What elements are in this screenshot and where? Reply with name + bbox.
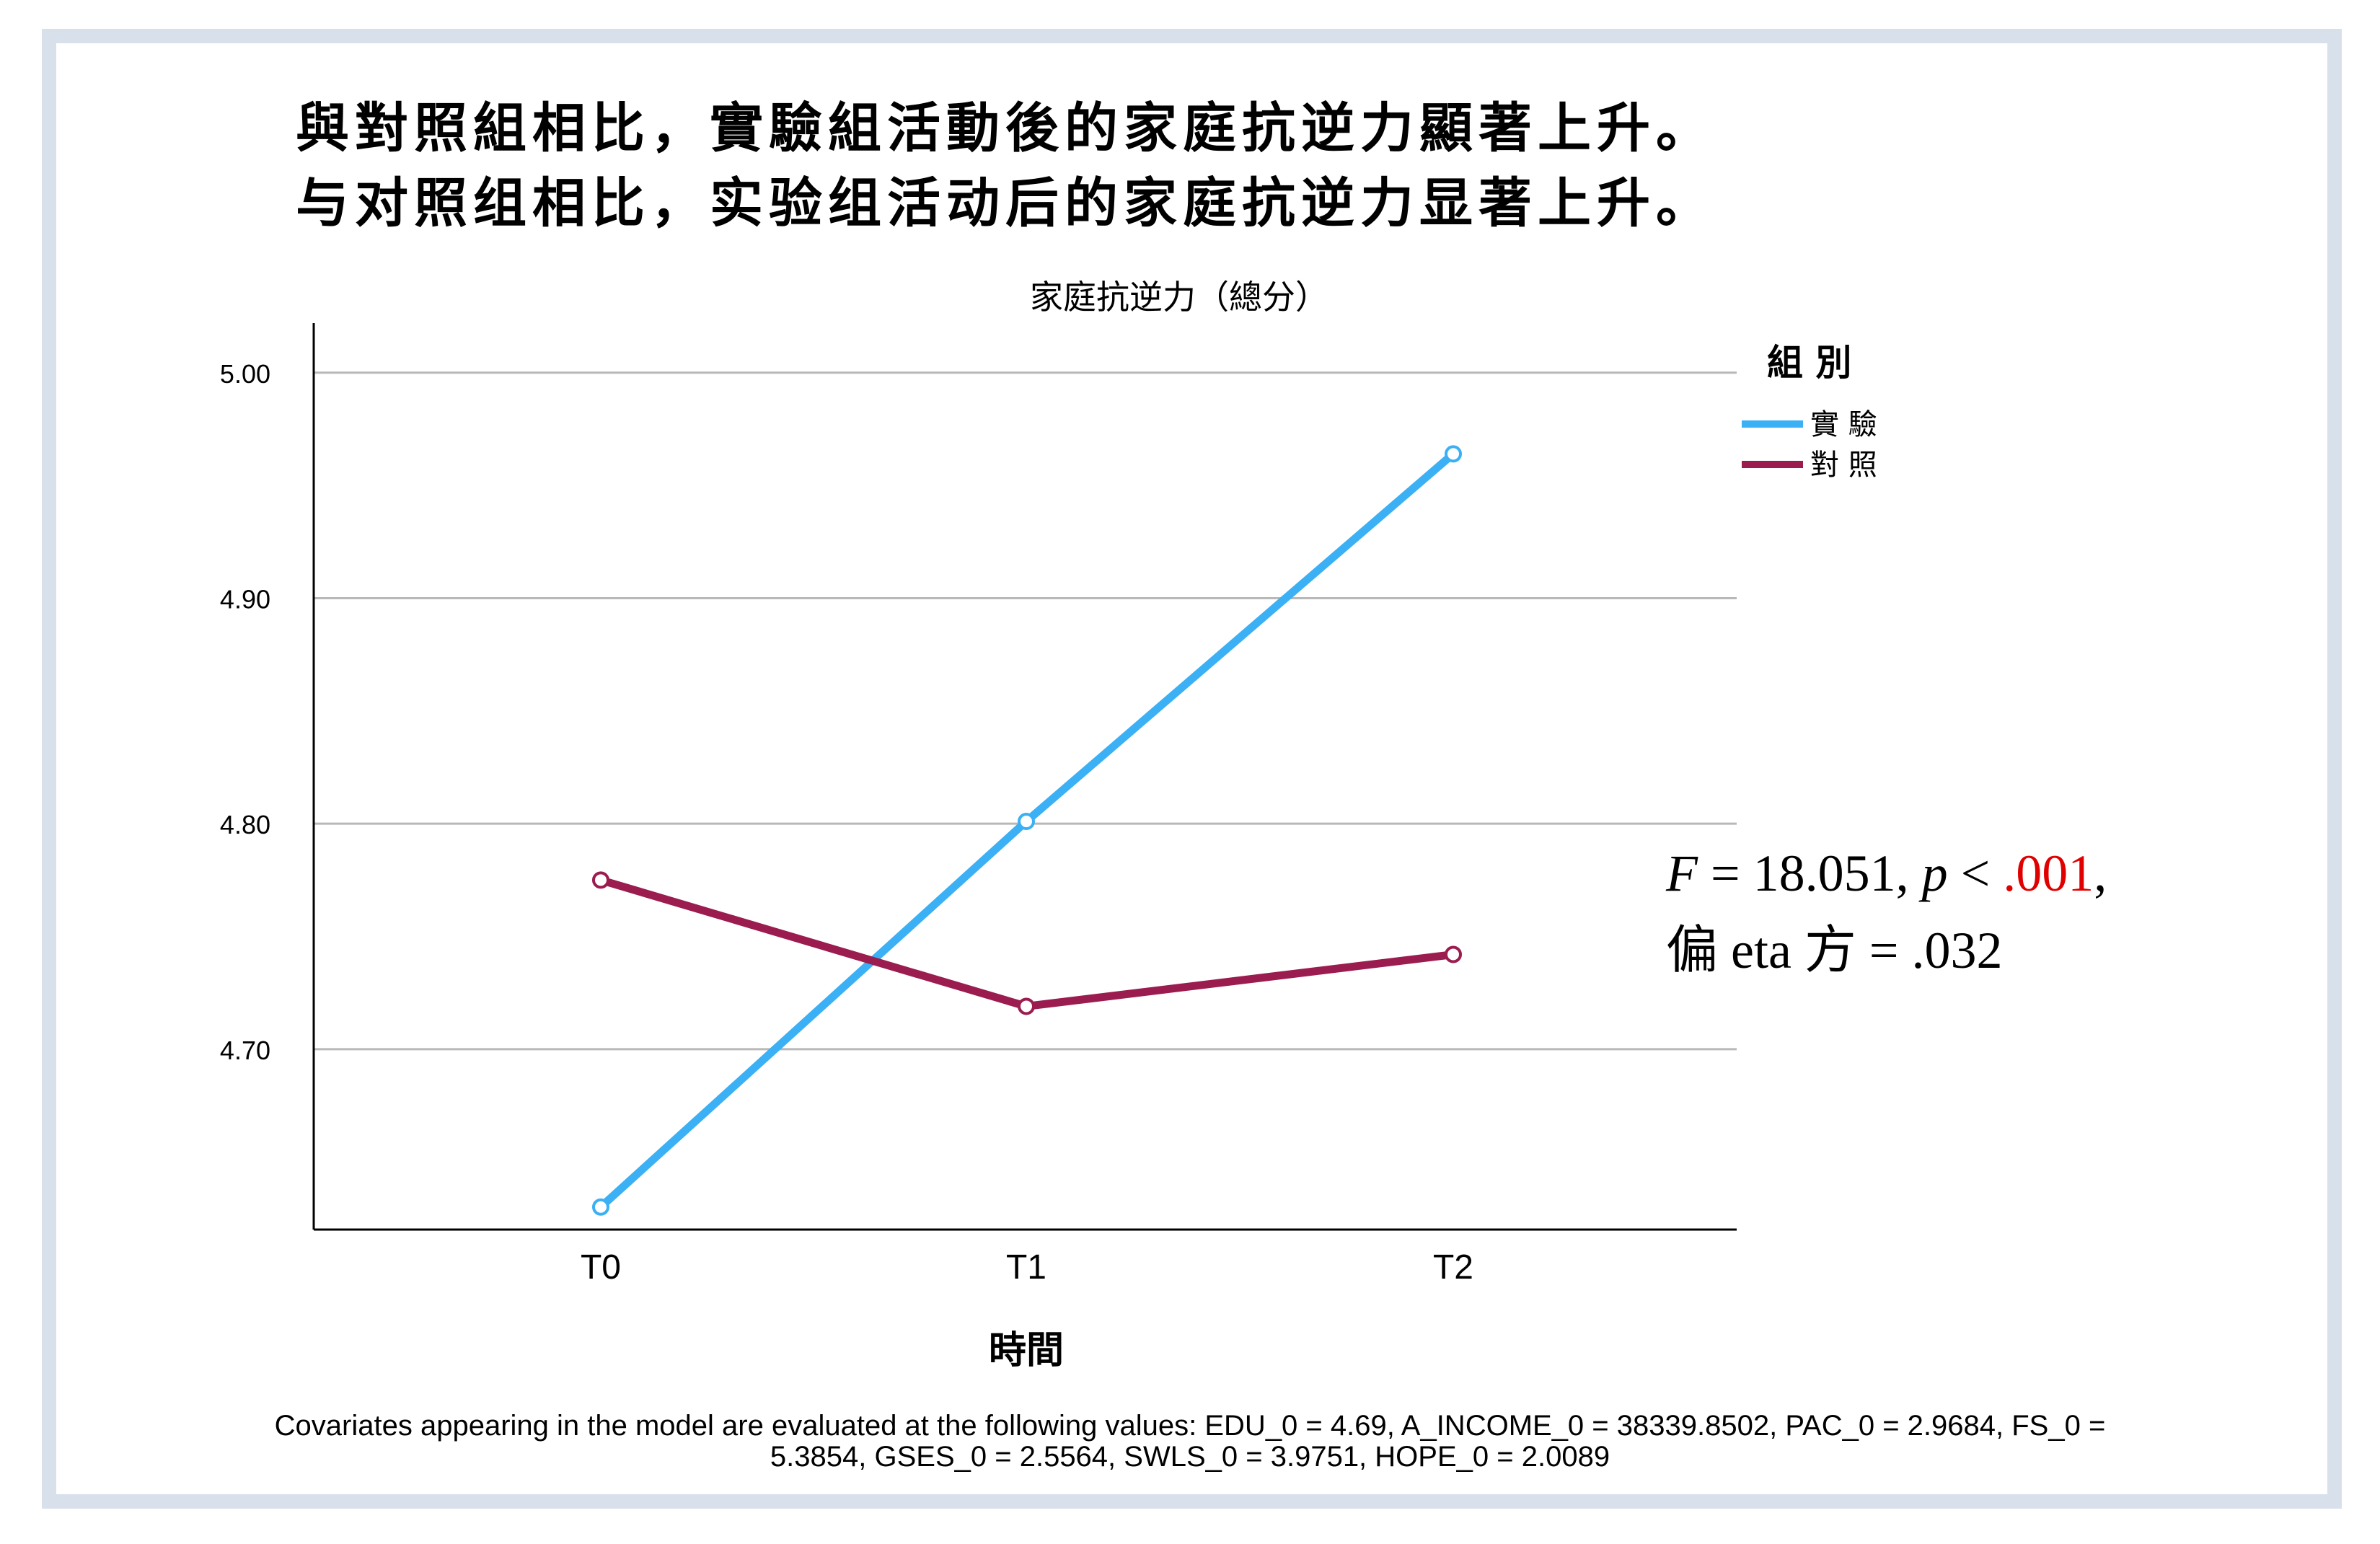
legend-label: 實 驗 (1810, 408, 1877, 441)
series-lines (592, 445, 1462, 1216)
stat-eta-line: 偏 eta 方 = .032 (1666, 922, 2003, 979)
legend-label: 對 照 (1810, 449, 1877, 482)
stat-f-label: F (1666, 844, 1698, 902)
data-point (1018, 813, 1035, 831)
chart-title: 家庭抗逆力（總分） (1030, 278, 1328, 317)
data-point (592, 1198, 609, 1216)
covariates-note-line2: 5.3854, GSES_0 = 2.5564, SWLS_0 = 3.9751… (770, 1441, 1610, 1473)
data-point (1445, 945, 1462, 963)
x-tick-label: T2 (1433, 1248, 1473, 1287)
legend-title: 組 別 (1767, 342, 1851, 384)
legend: 組 別 實 驗對 照 (1742, 342, 1877, 482)
stat-p-tail: , (2094, 844, 2107, 902)
y-tick-label: 4.90 (220, 584, 270, 614)
y-tick-label: 4.70 (220, 1036, 270, 1065)
stat-p-label: p (1921, 844, 1948, 902)
heading-traditional: 與對照組相比，實驗組活動後的家庭抗逆力顯著上升。 (296, 97, 1715, 159)
stat-p-value: .001 (2003, 844, 2094, 902)
stat-f-line: F = 18.051, p < .001, (1666, 844, 2107, 904)
series-line (596, 875, 1458, 1010)
grid-lines (314, 371, 1737, 1051)
y-tick-labels: 5.00 4.90 4.80 4.70 (220, 359, 270, 1065)
x-tick-labels: T0 T1 T2 (581, 1248, 1473, 1287)
data-point (1018, 997, 1035, 1015)
heading-simplified: 与对照组相比，实验组活动后的家庭抗逆力显著上升。 (296, 172, 1715, 234)
x-tick-label: T1 (1006, 1248, 1046, 1287)
stat-p-op: < (1947, 844, 2004, 902)
axes (312, 323, 1737, 1231)
y-tick-label: 4.80 (220, 810, 270, 839)
data-point (1445, 445, 1462, 463)
y-tick-label: 5.00 (220, 359, 270, 389)
covariates-note-line1: Covariates appearing in the model are ev… (274, 1410, 2106, 1442)
series-line (596, 449, 1458, 1212)
figure-frame (42, 29, 2342, 1509)
x-axis-label: 時間 (989, 1329, 1064, 1372)
stat-f-value: = 18.051, (1697, 844, 1922, 902)
data-point (592, 871, 609, 889)
x-tick-label: T0 (581, 1248, 621, 1287)
